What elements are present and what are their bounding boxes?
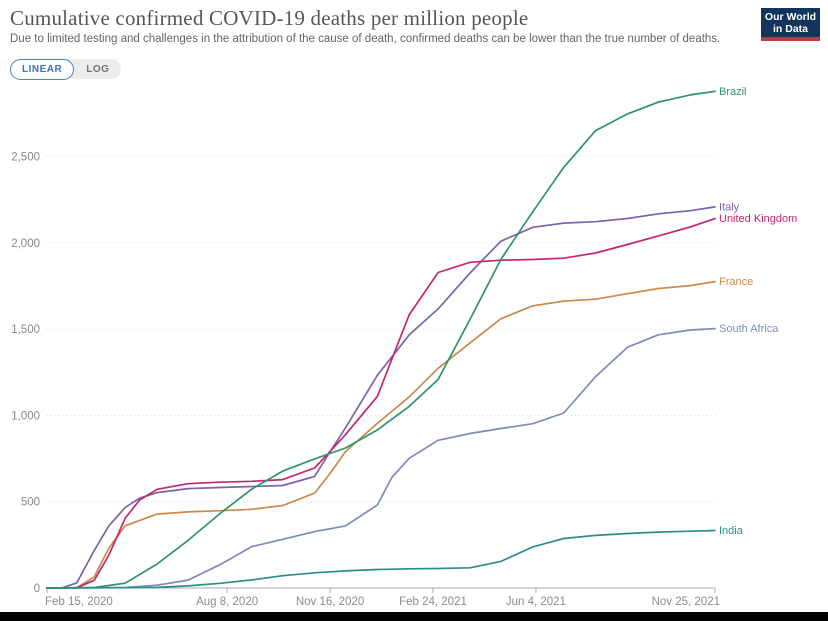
log-button[interactable]: LOG bbox=[86, 63, 110, 75]
series-line-south-africa[interactable] bbox=[46, 327, 716, 589]
series-line-italy[interactable] bbox=[46, 206, 716, 589]
page-title: Cumulative confirmed COVID-19 deaths per… bbox=[10, 6, 529, 30]
y-axis-tick-label: 500 bbox=[21, 497, 40, 509]
y-axis-tick-label: 2,500 bbox=[11, 152, 40, 164]
series-label-india: India bbox=[719, 525, 744, 537]
series-line-france[interactable] bbox=[46, 280, 716, 589]
series-line-india[interactable] bbox=[46, 529, 716, 589]
owid-logo: Our World in Data bbox=[761, 8, 820, 41]
x-axis-tick-label: Feb 15, 2020 bbox=[45, 596, 113, 608]
y-axis-tick-label: 0 bbox=[34, 583, 40, 595]
owid-logo-redbar bbox=[761, 37, 820, 41]
series-line-united-kingdom[interactable] bbox=[46, 217, 716, 589]
y-axis-tick-label: 1,500 bbox=[11, 324, 40, 336]
series-label-france: France bbox=[719, 276, 753, 288]
y-axis-tick-label: 2,000 bbox=[11, 238, 40, 250]
series-line-brazil[interactable] bbox=[46, 90, 716, 589]
linear-button[interactable]: LINEAR bbox=[10, 58, 75, 80]
y-axis-tick-label: 1,000 bbox=[11, 410, 40, 422]
owid-logo-line1: Our World bbox=[764, 11, 817, 23]
owid-logo-text: Our World in Data bbox=[761, 8, 820, 37]
x-axis-tick-label: Nov 16, 2020 bbox=[296, 596, 364, 608]
series-label-brazil: Brazil bbox=[719, 86, 747, 98]
scale-toggle: LINEAR LOG bbox=[10, 58, 122, 80]
letterbox-bar bbox=[0, 612, 828, 621]
x-axis-tick-label: Jun 4, 2021 bbox=[506, 596, 566, 608]
x-axis-tick-label: Nov 25, 2021 bbox=[652, 596, 720, 608]
x-axis-tick-label: Feb 24, 2021 bbox=[399, 596, 467, 608]
x-axis-tick-label: Aug 8, 2020 bbox=[196, 596, 258, 608]
owid-logo-line2: in Data bbox=[772, 23, 808, 35]
series-label-south-africa: South Africa bbox=[719, 323, 779, 335]
series-label-italy: Italy bbox=[719, 201, 740, 213]
page-subtitle: Due to limited testing and challenges in… bbox=[10, 33, 721, 45]
series-label-united-kingdom: United Kingdom bbox=[719, 213, 797, 225]
